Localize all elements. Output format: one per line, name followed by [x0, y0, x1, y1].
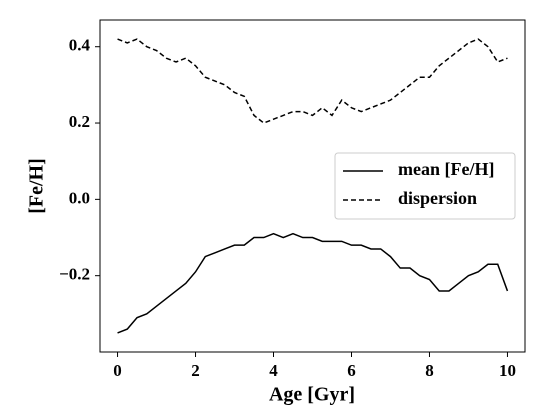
y-tick-label: −0.2 — [59, 265, 90, 284]
legend-label: mean [Fe/H] — [398, 159, 494, 179]
line-series — [117, 38, 508, 124]
x-tick-label: 0 — [113, 361, 122, 380]
x-tick-label: 4 — [269, 361, 278, 380]
plot-frame — [99, 19, 526, 353]
x-tick-label: 8 — [425, 361, 434, 380]
x-tick-label: 6 — [347, 361, 356, 380]
x-tick-label: 2 — [191, 361, 200, 380]
x-tick-label: 10 — [499, 361, 516, 380]
line-series — [117, 232, 509, 334]
legend-box — [334, 152, 516, 220]
y-tick-label: 0.4 — [69, 36, 91, 55]
y-tick-label: 0.2 — [69, 112, 90, 131]
y-axis-label: [Fe/H] — [26, 158, 48, 214]
x-axis-label: Age [Gyr] — [269, 384, 355, 406]
y-tick-label: 0.0 — [69, 188, 90, 207]
legend-label: dispersion — [398, 188, 477, 208]
